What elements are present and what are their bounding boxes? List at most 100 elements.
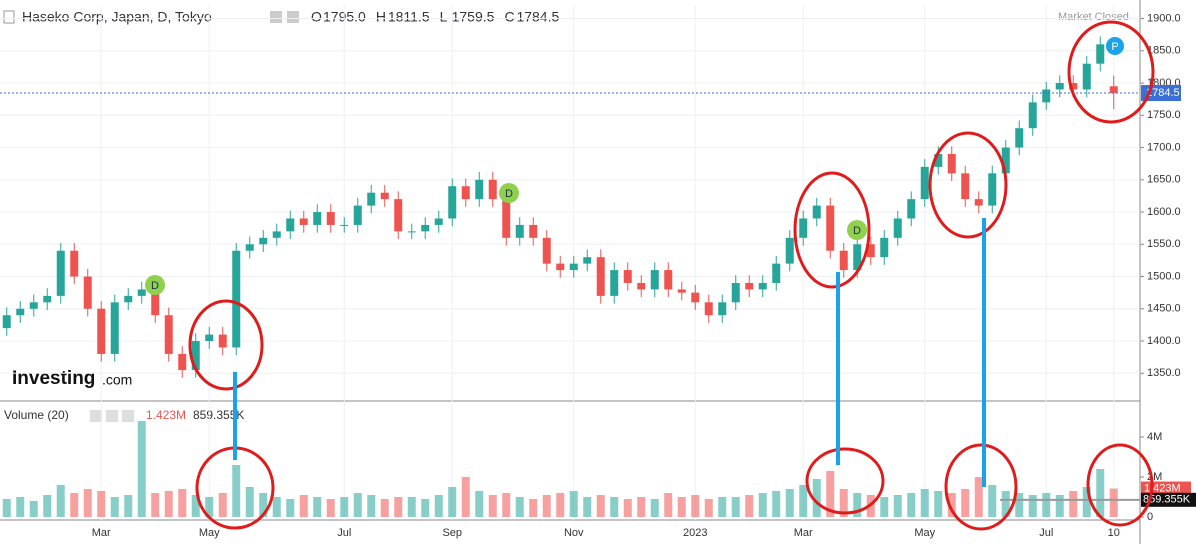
candle-body [70, 250, 79, 277]
candle-body [245, 244, 254, 251]
dividend-badge[interactable] [145, 275, 165, 295]
candle-body [29, 302, 38, 309]
volume-bar [110, 497, 119, 517]
candle-body [934, 153, 943, 167]
volume-bar [70, 493, 79, 517]
candle-body [1042, 89, 1051, 103]
volume-bar [623, 499, 632, 517]
volume-bar [826, 471, 835, 517]
event-badge[interactable] [1106, 37, 1124, 55]
volume-bar [880, 497, 889, 517]
candle-body [988, 173, 997, 206]
dividend-badge[interactable] [499, 183, 519, 203]
candle-body [745, 282, 754, 290]
volume-bar [961, 489, 970, 517]
volume-icon[interactable] [106, 410, 118, 422]
volume-bar [542, 495, 551, 517]
volume-bar [191, 495, 200, 517]
highlight-circle [928, 131, 1008, 239]
settings-icon[interactable] [270, 11, 282, 23]
volume-bar [799, 485, 808, 517]
volume-bar [596, 495, 605, 517]
candle-body [907, 199, 916, 219]
y-tick-label: 1650.0 [1147, 174, 1181, 186]
candle-body [232, 250, 241, 348]
ohlc-readout: O 1795.0 H 1811.5 L 1759.5 C 1784.5 [311, 9, 559, 25]
x-tick-label: Sep [442, 527, 462, 539]
candle-body [434, 218, 443, 225]
volume-bar [1001, 491, 1010, 517]
volume-bar [893, 495, 902, 517]
volume-bar [272, 497, 281, 517]
candle-body [191, 341, 200, 371]
candle-body [542, 237, 551, 264]
dividend-badge[interactable] [847, 220, 867, 240]
menu-icon[interactable] [3, 10, 15, 24]
x-tick-label: 2023 [683, 527, 707, 539]
volume-bar [43, 495, 52, 517]
candle-body [785, 237, 794, 264]
candle-body [205, 334, 214, 342]
logo-brand: Investing [12, 368, 95, 389]
candle-body [596, 257, 605, 296]
candle-body [178, 353, 187, 371]
ohlc-value: 1811.5 [388, 9, 430, 25]
candle-body [677, 289, 686, 293]
candle-body [556, 263, 565, 271]
x-tick-label: Jul [1039, 527, 1053, 539]
volume-bar [1069, 491, 1078, 517]
volume-icon[interactable] [90, 410, 102, 422]
candle-body [448, 186, 457, 219]
y-tick-label: 1700.0 [1147, 141, 1181, 153]
volume-bar [29, 501, 38, 517]
event-badges: D D D P [145, 37, 1124, 295]
volume-bar [529, 499, 538, 517]
market-status: Market Closed [1058, 11, 1129, 23]
volume-bar [569, 491, 578, 517]
candle-body [475, 179, 484, 200]
volume-tag-label: 1.423M [1144, 482, 1181, 494]
volume-bar [515, 497, 524, 517]
y-tick-label: 1450.0 [1147, 303, 1181, 315]
volume-bar [988, 485, 997, 517]
candle-body [488, 179, 497, 200]
volume-bar [2, 499, 11, 517]
volume-bar [1109, 488, 1118, 517]
candle-body [1109, 86, 1118, 94]
volume-bar [488, 495, 497, 517]
candle-body [691, 292, 700, 303]
volume-bar [205, 497, 214, 517]
volume-bar [218, 493, 227, 517]
y-tick-label: 1550.0 [1147, 238, 1181, 250]
volume-icon[interactable] [122, 410, 134, 422]
candle-body [623, 270, 632, 283]
x-tick-label: Mar [794, 527, 813, 539]
candle-body [2, 315, 11, 329]
y-tick-label: 1600.0 [1147, 206, 1181, 218]
close-icon[interactable] [287, 11, 299, 23]
volume-bar [178, 489, 187, 517]
volume-bar [1055, 495, 1064, 517]
highlight-circle [1086, 443, 1154, 527]
volume-bar [947, 493, 956, 517]
candle-body [394, 199, 403, 232]
badge-label: D [505, 188, 513, 200]
volume-ma-tag [1141, 492, 1196, 507]
x-tick-label: Nov [564, 527, 584, 539]
candle-body [974, 199, 983, 206]
y-tick-label: 1750.0 [1147, 109, 1181, 121]
x-tick-label: May [199, 527, 220, 539]
volume-bar [313, 497, 322, 517]
ohlc-value: 1784.5 [516, 9, 559, 25]
candle-body [650, 270, 659, 290]
x-tick-label: 10 [1108, 527, 1120, 539]
candle-body [407, 231, 416, 233]
volume-bar [691, 495, 700, 517]
ohlc-label: O [311, 9, 322, 25]
volume-bar [83, 489, 92, 517]
candle-body [812, 205, 821, 219]
candle-body [853, 244, 862, 271]
candle-body [569, 263, 578, 271]
candle-body [56, 250, 65, 296]
